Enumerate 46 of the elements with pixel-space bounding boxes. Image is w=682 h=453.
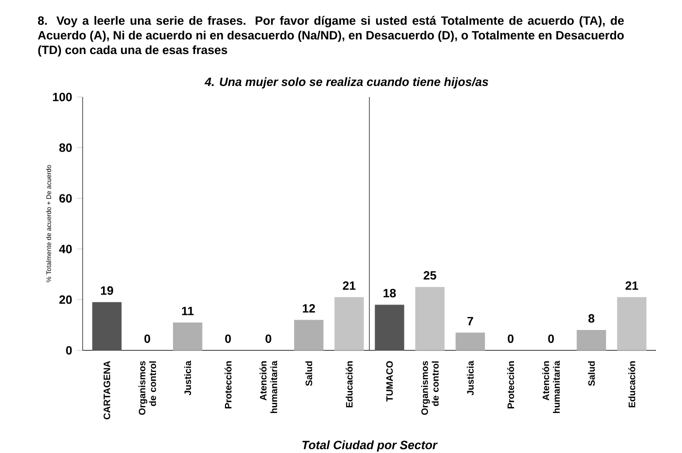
chart-title: 8. Voy a leerle una serie de frases. Por favor dígame si usted está Totalmente de acuerdo (TA), de Acuerdo (A), Ni de acuerdo ni en desacuerdo (Na/ND), en Desacuerdo (D), o Totalmente en Desacuerdo (TD) con cada una de esas frases (38, 16, 624, 57)
y-tick-label: 60 (59, 194, 72, 203)
bar (334, 297, 364, 350)
x-tick-label: Salud (588, 361, 595, 386)
data-label: 21 (342, 281, 356, 290)
bar (576, 330, 606, 350)
data-label: 0 (144, 334, 150, 343)
x-tick-label: Justicia (184, 360, 192, 396)
x-tick-label: Protección (224, 361, 232, 408)
bar (294, 320, 324, 350)
data-label: 11 (182, 306, 194, 316)
y-tick-label: 80 (59, 143, 72, 152)
data-label: 7 (467, 316, 474, 326)
data-label: 8 (588, 314, 594, 323)
data-label: 19 (100, 286, 114, 295)
data-label: 25 (424, 271, 436, 280)
x-tick-label: Educación (628, 361, 636, 408)
y-tick-label: 0 (66, 346, 72, 355)
x-tick-label: TUMACO (386, 361, 393, 402)
bar (617, 297, 646, 350)
y-tick-label: 20 (59, 295, 72, 304)
data-label: 12 (302, 304, 315, 313)
bar (92, 302, 122, 350)
data-label: 18 (384, 288, 396, 298)
chart-subtitle: 4. Una mujer solo se realiza cuando tiene hijos/as (204, 77, 488, 88)
data-label: 0 (225, 334, 231, 343)
x-tick-label: Organismos de control (138, 361, 156, 415)
x-tick-label: Justicia (466, 360, 474, 396)
bar (456, 332, 485, 350)
bar (172, 322, 202, 350)
x-tick-label: Protección (507, 361, 514, 408)
x-tick-label: Atención humanitaria (542, 360, 560, 413)
x-tick-label: Educación (346, 361, 353, 408)
x-axis-title: Total Ciudad por Sector (302, 440, 438, 452)
data-label: 0 (548, 334, 554, 343)
x-tick-label: Organismos de control (421, 361, 439, 415)
x-tick-label: Salud (305, 361, 312, 386)
x-tick-label: Atención humanitaria (260, 360, 278, 413)
data-label: 0 (508, 334, 514, 343)
y-tick-label: 100 (53, 92, 72, 102)
x-tick-label: CARTAGENA (104, 360, 110, 420)
bar (415, 286, 445, 350)
data-label: 21 (626, 281, 638, 290)
bar (374, 304, 404, 350)
data-label: 0 (266, 334, 272, 343)
y-tick-label: 40 (59, 244, 72, 254)
